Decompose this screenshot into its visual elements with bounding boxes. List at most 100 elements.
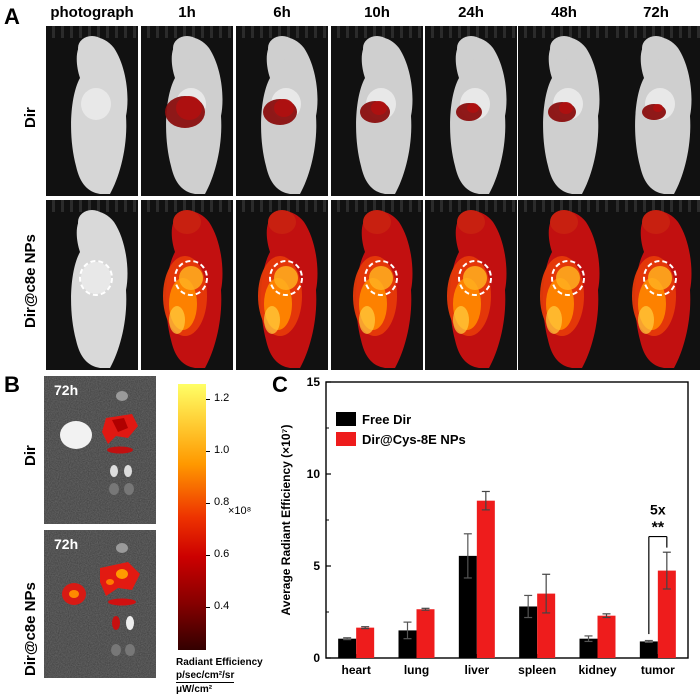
mouse-image: [524, 200, 608, 368]
image-tile-row1-col5: [518, 200, 610, 370]
column-header-5: 48h: [551, 4, 577, 21]
mouse-image: [431, 200, 515, 368]
column-header-3: 10h: [364, 4, 390, 21]
y-tick-label: 15: [307, 375, 321, 389]
legend-swatch-0: [336, 412, 356, 426]
y-tick-label: 0: [313, 651, 320, 665]
tumor-region-circle: [551, 260, 585, 296]
ex-vivo-image-dir: 72h: [44, 376, 156, 524]
image-tile-row0-col0: [46, 26, 138, 196]
panel-a-letter: A: [4, 4, 20, 29]
image-tile-row0-col2: [236, 26, 328, 196]
mouse-image: [242, 200, 326, 368]
y-tick-label: 10: [307, 467, 321, 481]
colorbar-tick-mark: [206, 503, 210, 504]
panel-b-letter: B: [4, 372, 20, 397]
tumor-region-circle: [643, 260, 677, 296]
colorbar-tick-mark: [206, 451, 210, 452]
colorbar-tick-mark: [206, 555, 210, 556]
x-tick-label-heart: heart: [341, 663, 370, 677]
panel-a-row-label-dir: Dir: [22, 107, 39, 128]
bar-free-dir-lung: [398, 630, 417, 658]
colorbar-multiplier: ×10⁸: [228, 505, 252, 517]
x-tick-label-spleen: spleen: [518, 663, 556, 677]
bar-free-dir-tumor: [639, 641, 658, 658]
time-label-nps: 72h: [54, 536, 79, 552]
image-tile-row1-col1: [141, 200, 233, 370]
column-header-0: photograph: [50, 4, 134, 21]
legend-swatch-1: [336, 432, 356, 446]
organs-nps-graphic: [44, 530, 156, 678]
mouse-image: [242, 26, 326, 194]
y-tick-label: 5: [313, 559, 320, 573]
image-tile-row1-col6: [610, 200, 700, 370]
x-tick-label-tumor: tumor: [641, 663, 675, 677]
colorbar-title-text: Radiant Efficiency: [176, 657, 263, 668]
panel-c-letter: C: [272, 372, 288, 397]
image-tile-row1-col0: [46, 200, 138, 370]
colorbar-unit-top: p/sec/cm²/sr: [176, 670, 235, 683]
mouse-image: [147, 200, 231, 368]
colorbar-tick-mark: [206, 399, 210, 400]
ex-vivo-image-nps: 72h: [44, 530, 156, 678]
tumor-region-circle: [79, 260, 113, 296]
time-label-dir: 72h: [54, 382, 79, 398]
bar-free-dir-heart: [338, 638, 357, 658]
bar-chart: 0 5 10 15 Average Radiant Efficiency (×10⁷) h…: [279, 375, 689, 677]
panel-a-row-label-nps: Dir@c8e NPs: [22, 234, 39, 328]
mouse-image: [52, 26, 136, 194]
bar-dir-cys-8e-nps-lung: [416, 609, 435, 658]
bar-dir-cys-8e-nps-liver: [476, 500, 495, 658]
colorbar-tick-label: 0.8: [214, 496, 230, 508]
image-tile-row0-col3: [331, 26, 423, 196]
colorbar-tick-mark: [206, 607, 210, 608]
colorbar-tick-label: 1.2: [214, 392, 230, 404]
bar-dir-cys-8e-nps-tumor: [657, 570, 676, 658]
tumor-region-circle: [458, 260, 492, 296]
image-tile-row1-col4: [425, 200, 517, 370]
column-header-1: 1h: [178, 4, 196, 21]
column-header-4: 24h: [458, 4, 484, 21]
image-tile-row1-col3: [331, 200, 423, 370]
mouse-image: [337, 26, 421, 194]
mouse-image: [616, 26, 700, 194]
image-tile-row0-col4: [425, 26, 517, 196]
colorbar-tick-label: 1.0: [214, 444, 230, 456]
legend-label-1: Dir@Cys-8E NPs: [362, 432, 466, 447]
colorbar-title: Radiant Efficiency p/sec/cm²/sr μW/cm²: [176, 656, 276, 696]
colorbar: [178, 384, 206, 650]
tumor-region-circle: [269, 260, 303, 296]
mouse-image: [431, 26, 515, 194]
mouse-image: [52, 200, 136, 368]
colorbar-unit-bottom: μW/cm²: [176, 684, 213, 695]
column-header-2: 6h: [273, 4, 291, 21]
x-tick-label-liver: liver: [464, 663, 489, 677]
bar-dir-cys-8e-nps-heart: [356, 627, 375, 658]
bar-dir-cys-8e-nps-kidney: [597, 615, 616, 658]
colorbar-tick-label: 0.4: [214, 600, 230, 612]
significance-stars: **: [652, 520, 665, 537]
tumor-region-circle: [364, 260, 398, 296]
fold-change-label: 5x: [650, 502, 666, 518]
mouse-image: [616, 200, 700, 368]
organs-dir-graphic: [44, 376, 156, 524]
image-tile-row0-col6: [610, 26, 700, 196]
image-tile-row0-col5: [518, 26, 610, 196]
y-axis-label: Average Radiant Efficiency (×10⁷): [279, 425, 293, 616]
x-tick-label-lung: lung: [404, 663, 429, 677]
colorbar-tick-label: 0.6: [214, 548, 230, 560]
panel-b-row-label-nps: Dir@c8e NPs: [22, 582, 39, 676]
mouse-image: [337, 200, 421, 368]
image-tile-row0-col1: [141, 26, 233, 196]
panel-b-row-label-dir: Dir: [22, 445, 39, 466]
x-tick-label-kidney: kidney: [578, 663, 616, 677]
legend-label-0: Free Dir: [362, 412, 411, 427]
bar-dir-cys-8e-nps-spleen: [537, 593, 556, 658]
bar-free-dir-liver: [458, 555, 477, 658]
bar-free-dir-spleen: [519, 606, 538, 658]
column-header-6: 72h: [643, 4, 669, 21]
image-tile-row1-col2: [236, 200, 328, 370]
tumor-region-circle: [174, 260, 208, 296]
mouse-image: [147, 26, 231, 194]
mouse-image: [524, 26, 608, 194]
